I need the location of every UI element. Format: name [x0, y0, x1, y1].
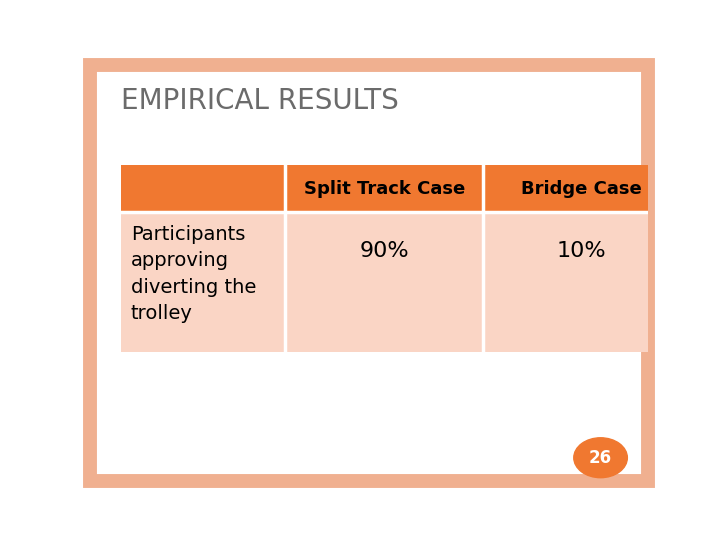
Text: Participants
approving
diverting the
trolley: Participants approving diverting the tro…: [131, 225, 256, 323]
Bar: [121, 212, 285, 352]
Circle shape: [574, 438, 627, 478]
Text: Bridge Case: Bridge Case: [521, 179, 642, 198]
Text: Split Track Case: Split Track Case: [304, 179, 465, 198]
Bar: [121, 165, 285, 212]
Bar: [483, 212, 679, 352]
Text: 90%: 90%: [359, 241, 409, 261]
Bar: [483, 165, 679, 212]
Text: 26: 26: [589, 449, 612, 467]
Text: EMPIRICAL RESULTS: EMPIRICAL RESULTS: [121, 87, 398, 114]
Bar: [285, 212, 483, 352]
Text: 10%: 10%: [557, 241, 606, 261]
Bar: [285, 165, 483, 212]
